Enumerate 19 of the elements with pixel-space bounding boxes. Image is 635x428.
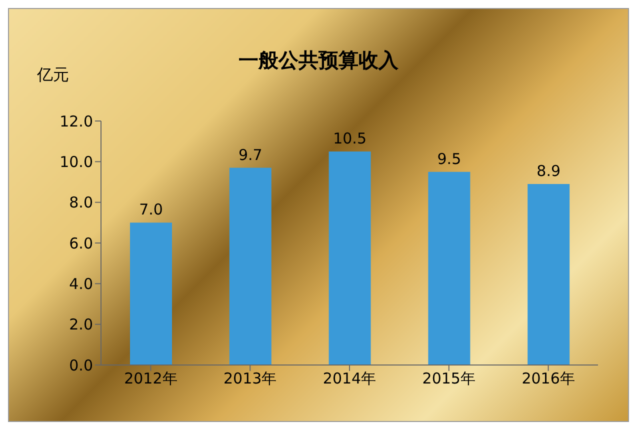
- chart-title: 一般公共预算收入: [238, 48, 398, 72]
- data-label: 7.0: [139, 200, 163, 219]
- data-label: 10.5: [333, 130, 367, 148]
- y-tick-label: 4.0: [69, 274, 93, 293]
- y-tick-label: 12.0: [60, 112, 93, 130]
- y-axis-title: 亿元: [37, 65, 69, 86]
- data-label: 9.5: [437, 150, 462, 168]
- x-tick-label: 2015年: [422, 370, 476, 388]
- y-tick-label: 6.0: [69, 234, 93, 252]
- x-tick-label: 2012年: [124, 370, 178, 388]
- x-tick-label: 2013年: [224, 370, 277, 388]
- x-tick-label: 2016年: [522, 370, 575, 388]
- y-tick-label: 10.0: [60, 152, 93, 171]
- y-tick-label: 2.0: [69, 316, 93, 334]
- y-tick-label: 8.0: [69, 194, 93, 212]
- data-label: 8.9: [536, 162, 561, 180]
- x-tick-label: 2014年: [322, 370, 376, 388]
- y-tick-label: 0.0: [69, 356, 93, 374]
- data-label: 9.7: [238, 146, 262, 164]
